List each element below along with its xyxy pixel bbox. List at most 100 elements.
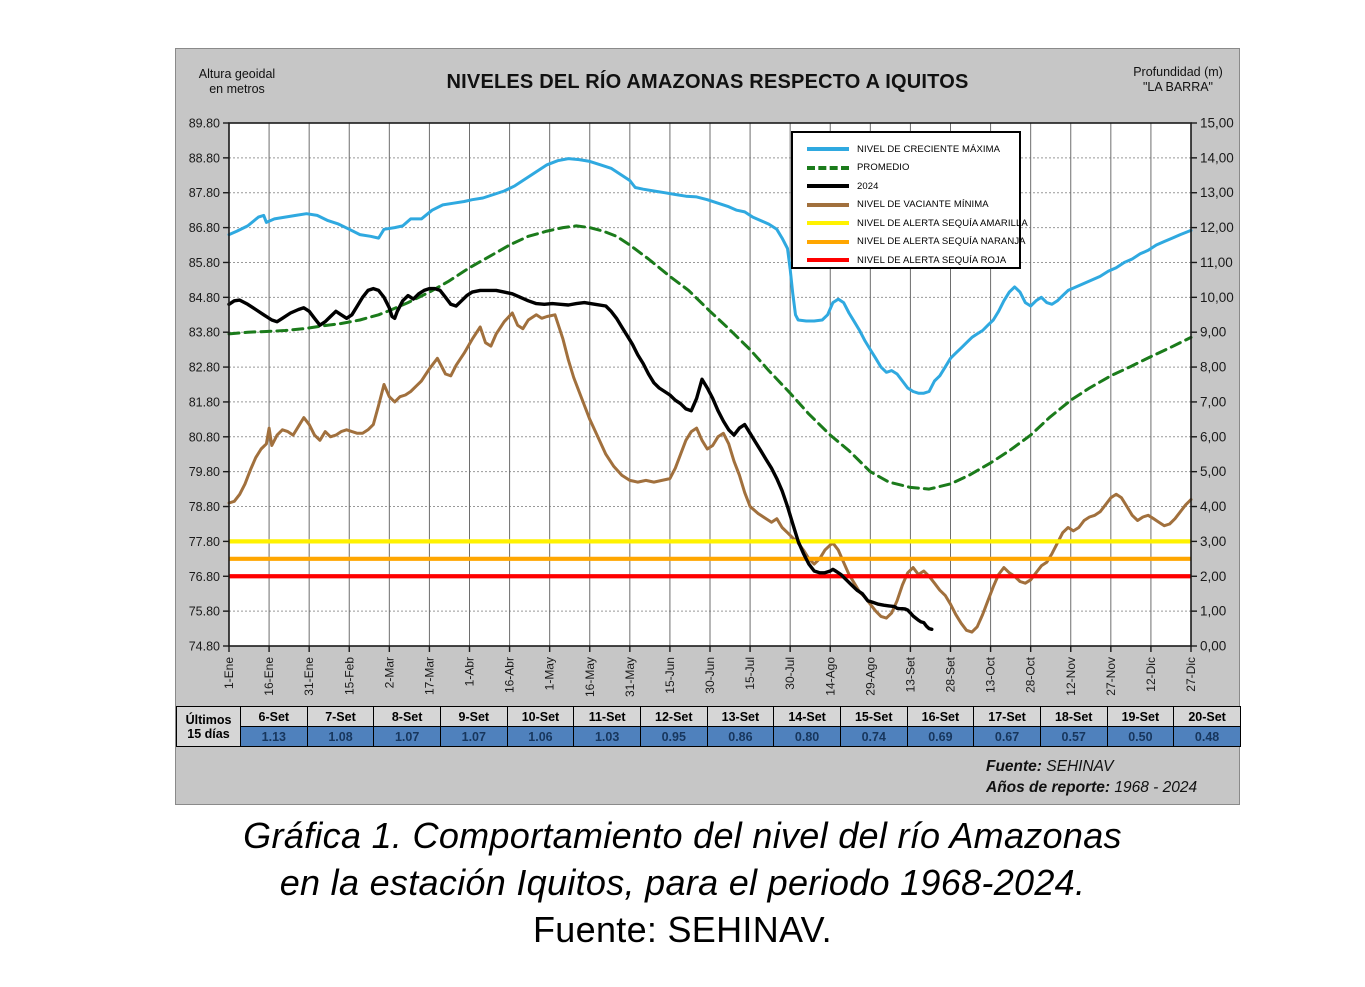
- right-axis-label: 4,00: [1200, 499, 1226, 514]
- caption-line-2: en la estación Iquitos, para el periodo …: [279, 862, 1086, 903]
- right-axis-label: 0,00: [1200, 639, 1226, 654]
- legend-item: NIVEL DE CRECIENTE MÁXIMA: [807, 140, 1019, 159]
- table-depth-value: 0.95: [639, 726, 708, 747]
- x-axis-label: 31-Ene: [302, 657, 316, 696]
- right-axis-title: Profundidad (m) "LA BARRA": [1133, 65, 1223, 94]
- table-date-header: 13-Set: [706, 706, 775, 727]
- legend-item: NIVEL DE VACIANTE MÍNIMA: [807, 196, 1019, 215]
- left-axis-label: 74.80: [189, 640, 220, 654]
- left-axis-label: 82.80: [189, 361, 220, 375]
- x-axis-label: 1-Abr: [463, 657, 477, 686]
- right-axis-label: 14,00: [1200, 150, 1234, 165]
- table-depth-value: 0.48: [1173, 726, 1241, 747]
- right-axis-label: 8,00: [1200, 360, 1226, 375]
- left-axis-label: 77.80: [189, 535, 220, 549]
- legend-swatch: [807, 258, 849, 263]
- chart-legend: NIVEL DE CRECIENTE MÁXIMA PROMEDIO 2024 NIV…: [791, 131, 1028, 270]
- table-depth-value: 1.06: [506, 726, 575, 747]
- x-axis-label: 13-Oct: [984, 656, 998, 693]
- legend-label: NIVEL DE CRECIENTE MÁXIMA: [857, 143, 1001, 155]
- source-line: Fuente: SEHINAV: [986, 756, 1197, 777]
- table-depth-value: 0.74: [839, 726, 908, 747]
- right-axis-label: 13,00: [1200, 185, 1234, 200]
- series-creciente-maxima: [227, 157, 1193, 395]
- series-promedio: [227, 224, 1193, 491]
- right-axis-label: 12,00: [1200, 220, 1234, 235]
- table-depth-value: 1.08: [306, 726, 375, 747]
- legend-label: NIVEL DE ALERTA SEQUÍA NARANJA: [857, 236, 1026, 248]
- legend-swatch: [807, 184, 849, 189]
- right-axis-label: 3,00: [1200, 534, 1226, 549]
- legend-label: PROMEDIO: [857, 162, 910, 174]
- table-depth-value: 0.57: [1039, 726, 1108, 747]
- caption-line-1: Gráfica 1. Comportamiento del nivel del …: [243, 815, 1122, 856]
- report-years-label: Años de reporte:: [986, 779, 1111, 796]
- legend-label: NIVEL DE ALERTA SEQUÍA AMARILLA: [857, 217, 1028, 229]
- table-depth-value: 0.50: [1106, 726, 1175, 747]
- table-row-label: Últimos 15 días: [176, 706, 241, 747]
- table-depth-value: 0.86: [706, 726, 775, 747]
- chart-panel: Altura geoidal en metros NIVELES DEL RÍO…: [175, 48, 1241, 805]
- table-depth-value: 1.03: [573, 726, 641, 747]
- x-axis-label: 28-Set: [944, 656, 958, 692]
- left-axis-label: 75.80: [189, 605, 220, 619]
- right-axis-label: 11,00: [1200, 255, 1233, 270]
- table-date-header: 14-Set: [773, 706, 841, 727]
- right-axis-label: 9,00: [1200, 325, 1226, 340]
- left-axis-label: 79.80: [189, 465, 220, 479]
- source-label: Fuente:: [986, 758, 1042, 775]
- left-axis-label: 84.80: [189, 291, 220, 305]
- chart-title: NIVELES DEL RÍO AMAZONAS RESPECTO A IQUI…: [446, 71, 969, 93]
- x-axis-label: 16-Ene: [262, 657, 276, 696]
- right-axis-label: 10,00: [1200, 290, 1234, 305]
- left-axis-title: Altura geoidal en metros: [198, 67, 276, 96]
- x-axis-label: 1-Ene: [222, 657, 236, 689]
- x-axis-label: 13-Set: [903, 656, 917, 692]
- river-level-chart: 89.80 88.80 87.80 86.80 85.80 84.80 83.80 82.80…: [189, 116, 1234, 698]
- x-axis-label: 17-Mar: [422, 657, 436, 695]
- left-axis-label: 87.80: [189, 186, 220, 200]
- table-depth-value: 0.80: [773, 726, 841, 747]
- legend-swatch: [807, 202, 849, 207]
- legend-item: PROMEDIO: [807, 159, 1019, 178]
- table-depth-value: 1.13: [240, 726, 308, 747]
- x-axis-label: 15-Feb: [342, 657, 356, 695]
- table-date-header: 17-Set: [973, 706, 1041, 727]
- left-axis-label: 76.80: [189, 570, 220, 584]
- legend-swatch: [807, 147, 849, 152]
- left-axis-label: 85.80: [189, 256, 220, 270]
- right-axis-label: 6,00: [1200, 429, 1226, 444]
- legend-label: NIVEL DE VACIANTE MÍNIMA: [857, 199, 989, 211]
- report-years-value: 1968 - 2024: [1114, 779, 1198, 796]
- caption-line-3: Fuente: SEHINAV.: [533, 909, 832, 950]
- right-axis-label: 2,00: [1200, 569, 1226, 584]
- table-date-header: 20-Set: [1173, 706, 1241, 727]
- legend-swatch: [807, 239, 849, 244]
- x-axis-label: 16-May: [583, 657, 597, 697]
- table-date-header: 11-Set: [573, 706, 641, 727]
- last-15-days-table: Últimos 15 días 6-Set 7-Set 8-Set 9-Set 10-Set…: [176, 706, 1241, 747]
- series-2024: [227, 286, 934, 631]
- right-axis-label: 1,00: [1200, 604, 1226, 619]
- table-date-header: 12-Set: [639, 706, 708, 727]
- series-vaciante-minima: [227, 311, 1193, 634]
- right-axis-label: 5,00: [1200, 464, 1226, 479]
- x-axis-label: 12-Nov: [1064, 657, 1078, 696]
- report-years-line: Años de reporte: 1968 - 2024: [986, 777, 1197, 798]
- x-axis-label: 29-Ago: [863, 657, 877, 696]
- x-axis-label: 31-May: [623, 657, 637, 697]
- x-axis-label: 12-Dic: [1144, 657, 1158, 692]
- x-axis-label: 27-Nov: [1104, 657, 1118, 696]
- x-axis-label: 30-Jun: [703, 657, 717, 694]
- left-axis-label: 78.80: [189, 500, 220, 514]
- right-axis-label: 15,00: [1200, 116, 1234, 131]
- legend-item: NIVEL DE ALERTA SEQUÍA ROJA: [807, 251, 1019, 270]
- table-date-header: 19-Set: [1106, 706, 1175, 727]
- right-axis-label: 7,00: [1200, 394, 1226, 409]
- x-axis-label: 30-Jul: [783, 657, 797, 690]
- x-axis-label: 14-Ago: [823, 657, 837, 696]
- x-axis-label: 1-May: [543, 657, 557, 690]
- left-axis-label: 83.80: [189, 326, 220, 340]
- table-date-header: 18-Set: [1039, 706, 1108, 727]
